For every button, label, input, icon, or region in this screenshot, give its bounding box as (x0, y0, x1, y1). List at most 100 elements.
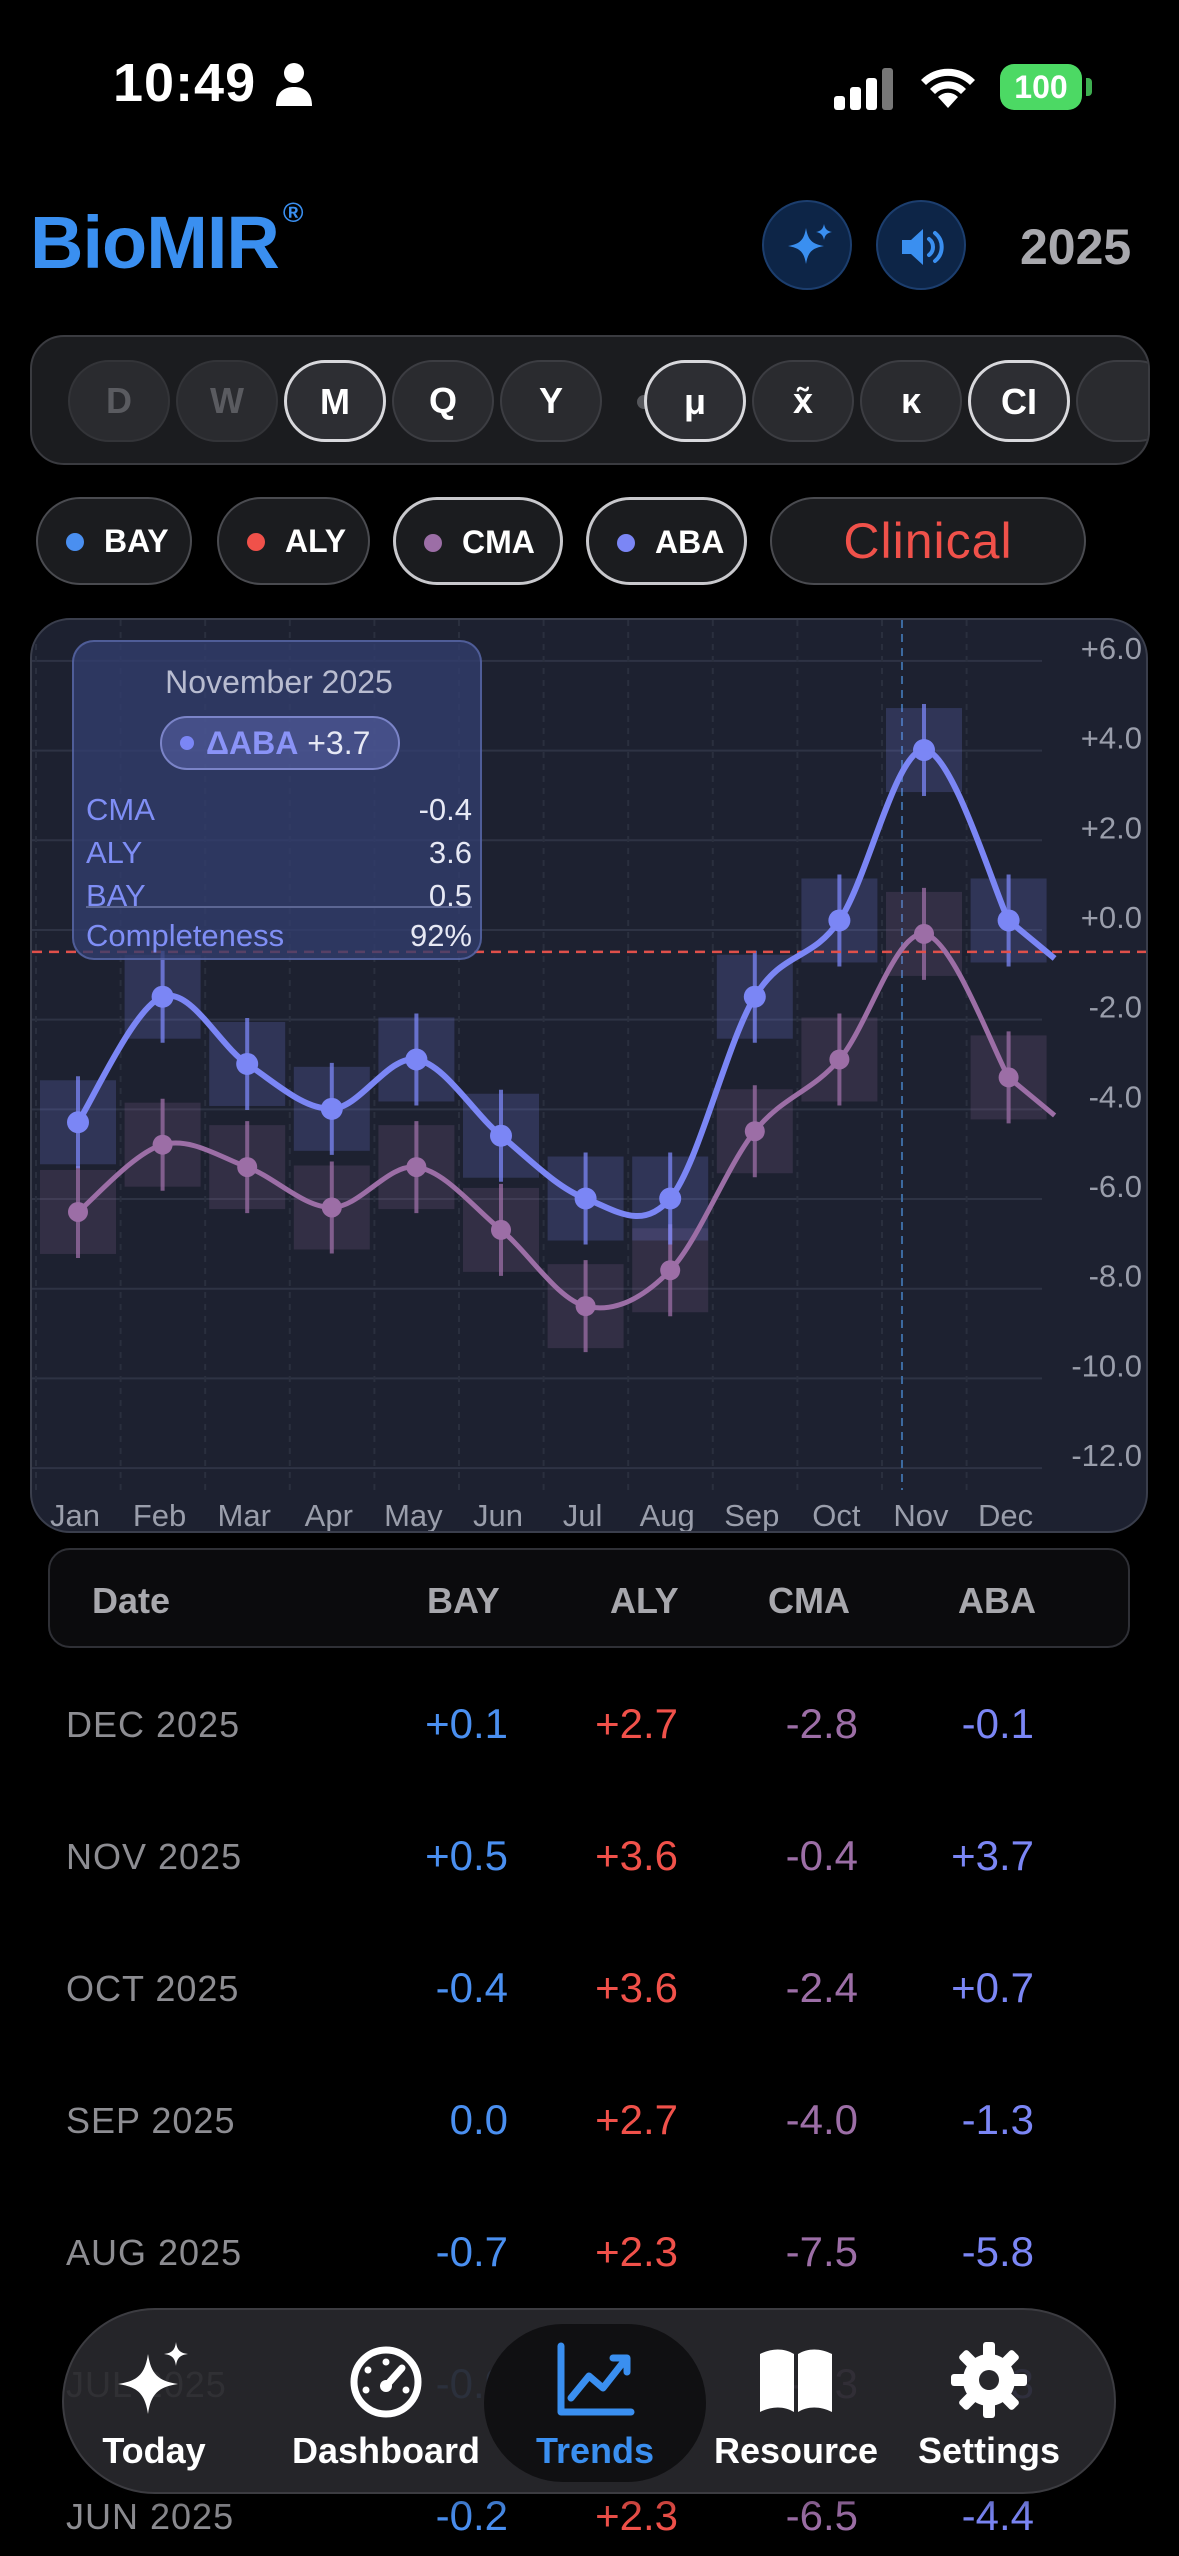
period-month-button[interactable]: M (284, 360, 386, 442)
x-tick-label: Jul (563, 1498, 603, 1533)
app-name: BioMIR (30, 201, 280, 284)
tooltip-row-label: ALY (86, 835, 143, 870)
y-tick-label: +6.0 (1081, 631, 1142, 666)
tooltip-badge: ΔABA +3.7 (160, 716, 400, 770)
series-color-dot (66, 533, 84, 551)
tooltip-completeness-label: Completeness (86, 918, 285, 953)
period-quarter-button[interactable]: Q (392, 360, 494, 442)
table-cell-bay: -0.2 (435, 2492, 508, 2539)
table-cell-cma: -0.4 (785, 1832, 858, 1879)
cma-data-point (744, 1121, 765, 1142)
cma-data-point (575, 1296, 596, 1317)
tooltip-row-cma: CMA -0.4 (86, 792, 472, 828)
series-chip-label: BAY (104, 523, 169, 559)
y-tick-label: -4.0 (1089, 1079, 1142, 1114)
column-header-cma[interactable]: CMA (768, 1580, 850, 1621)
tab-resource[interactable]: Resource (696, 2310, 896, 2496)
period-selector: D W M Q Y μ x̃ κ CI (30, 335, 1150, 465)
cma-data-point (660, 1260, 681, 1281)
period-more-button[interactable] (1076, 360, 1148, 442)
column-header-aba[interactable]: ABA (958, 1580, 1036, 1621)
table-cell-aly: +2.7 (595, 1700, 678, 1747)
cellular-signal-icon (834, 68, 893, 110)
stat-median-button[interactable]: x̃ (752, 360, 854, 442)
battery-tip (1086, 78, 1092, 96)
table-row[interactable]: OCT 2025 -0.4 +3.6 -2.4 +0.7 (48, 1920, 1130, 2052)
series-chip-label: ALY (285, 523, 347, 559)
aba-data-point (405, 1048, 428, 1071)
series-color-dot (424, 534, 442, 552)
tooltip-row-value: 3.6 (428, 835, 472, 870)
tab-dashboard[interactable]: Dashboard (286, 2310, 486, 2496)
table-row[interactable]: NOV 2025 +0.5 +3.6 -0.4 +3.7 (48, 1788, 1130, 1920)
person-icon (276, 63, 312, 106)
column-header-aly[interactable]: ALY (610, 1580, 679, 1621)
series-chip-aba[interactable]: ABA (586, 497, 747, 585)
table-row[interactable]: JUN 2025 -0.2 +2.3 -6.5 -4.4 (48, 2448, 1130, 2556)
tab-trends[interactable]: Trends (495, 2310, 695, 2496)
gauge-icon (350, 2346, 422, 2418)
tooltip-row-completeness: Completeness 92% (86, 918, 472, 954)
table-cell-aba: -4.4 (961, 2492, 1034, 2539)
period-day-button[interactable]: D (68, 360, 170, 442)
table-cell-aly: +2.3 (595, 2228, 678, 2275)
table-cell-date: DEC 2025 (66, 1704, 241, 1745)
column-header-bay[interactable]: BAY (427, 1580, 500, 1621)
table-cell-cma: -4.0 (785, 2096, 858, 2143)
battery-indicator: 100 (1000, 64, 1092, 110)
trend-chart[interactable]: +6.0 +4.0 +2.0 +0.0 -2.0 -4.0 -6.0 -8.0 -10.0 -12… (30, 618, 1148, 1533)
series-chip-label: ABA (655, 524, 725, 560)
tab-label: Dashboard (291, 2430, 481, 2471)
table-cell-aba: +3.7 (951, 1832, 1034, 1879)
tab-settings[interactable]: Settings (894, 2310, 1084, 2496)
x-tick-label: Apr (305, 1498, 353, 1533)
period-year-button[interactable]: Y (500, 360, 602, 442)
tooltip-badge-value: +3.7 (307, 725, 371, 761)
tab-today[interactable]: Today (74, 2310, 234, 2496)
stat-mean-button[interactable]: μ (644, 360, 746, 442)
audio-button[interactable] (876, 200, 966, 290)
table-cell-aba: -0.1 (961, 1700, 1034, 1747)
series-chip-cma[interactable]: CMA (393, 497, 563, 585)
period-week-button[interactable]: W (176, 360, 278, 442)
table-cell-date: NOV 2025 (66, 1836, 243, 1877)
y-tick-label: -6.0 (1089, 1169, 1142, 1204)
table-cell-cma: -7.5 (785, 2228, 858, 2275)
aba-data-point (67, 1111, 89, 1134)
stat-ci-button[interactable]: CI (968, 360, 1070, 442)
x-tick-label: Aug (640, 1498, 695, 1533)
tooltip-completeness-value: 92% (409, 918, 472, 953)
chart-tooltip: November 2025 ΔABA +3.7 CMA -0.4 ALY 3.6… (72, 640, 482, 960)
tab-label: Settings (917, 2430, 1060, 2471)
table-cell-aba: +0.7 (951, 1964, 1034, 2011)
clinical-button[interactable]: Clinical (770, 497, 1086, 585)
table-cell-bay: +0.5 (425, 1832, 508, 1879)
table-cell-bay: -0.7 (435, 2228, 508, 2275)
table-row[interactable]: SEP 2025 0.0 +2.7 -4.0 -1.3 (48, 2052, 1130, 2184)
aba-data-point (490, 1124, 512, 1147)
column-header-date[interactable]: Date (92, 1580, 171, 1621)
tooltip-row-value: 0.5 (428, 878, 472, 913)
series-chip-aly[interactable]: ALY (217, 497, 370, 585)
table-cell-bay: +0.1 (425, 1700, 508, 1747)
y-tick-label: +0.0 (1081, 900, 1142, 935)
table-row[interactable]: AUG 2025 -0.7 +2.3 -7.5 -5.8 (48, 2184, 1130, 2316)
tooltip-row-label: BAY (86, 878, 146, 913)
year-selector[interactable]: 2025 (1020, 219, 1132, 275)
book-icon (760, 2349, 832, 2412)
table-row[interactable]: DEC 2025 +0.1 +2.7 -2.8 -0.1 (48, 1656, 1130, 1788)
table-cell-cma: -2.8 (785, 1700, 858, 1747)
tab-active-highlight (484, 2324, 706, 2482)
tooltip-title: November 2025 (165, 664, 393, 700)
table-cell-cma: -6.5 (785, 2492, 858, 2539)
x-tick-label: Sep (724, 1498, 779, 1533)
cma-series-line (76, 931, 1057, 1311)
stat-kappa-button[interactable]: κ (860, 360, 962, 442)
aba-data-point (320, 1097, 343, 1120)
table-cell-date: AUG 2025 (66, 2232, 243, 2273)
y-tick-label: -2.0 (1089, 990, 1142, 1025)
aba-data-point (236, 1052, 259, 1075)
ai-insights-button[interactable] (762, 200, 852, 290)
series-chip-bay[interactable]: BAY (36, 497, 192, 585)
x-tick-label: Jun (473, 1498, 523, 1533)
